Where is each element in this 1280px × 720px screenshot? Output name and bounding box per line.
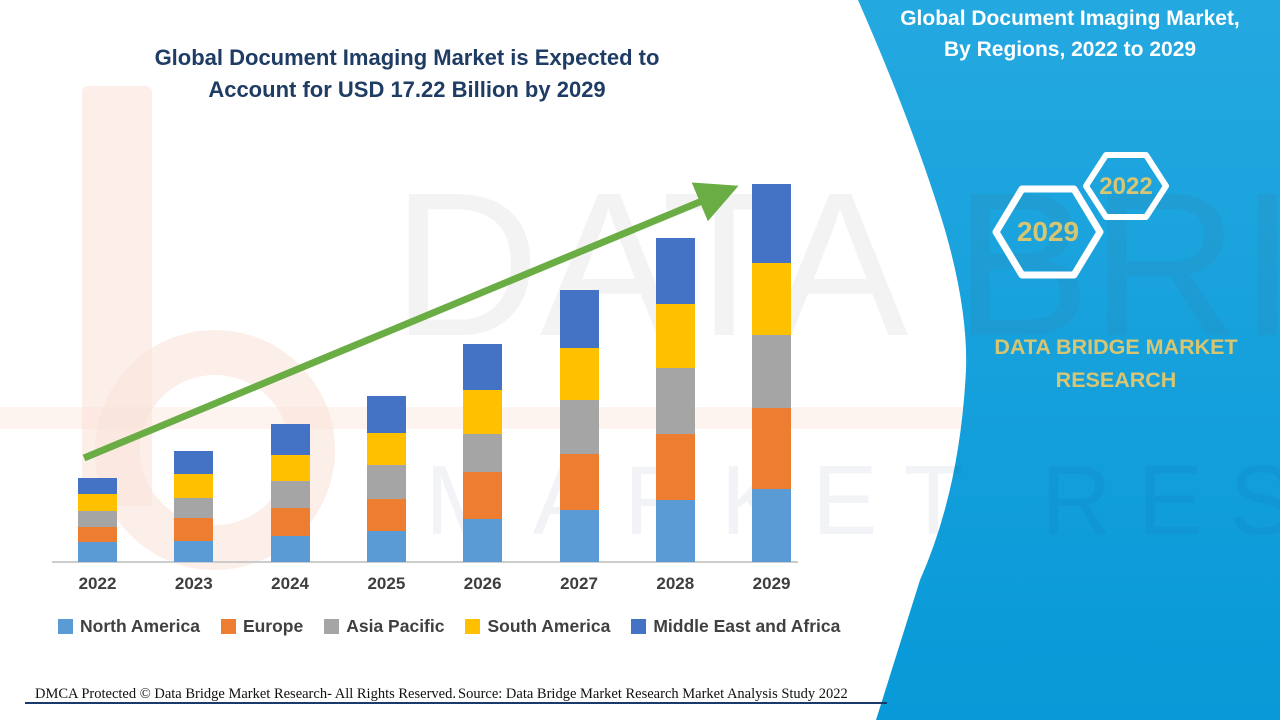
bar-segment-2023-asia-pacific	[174, 498, 214, 518]
bar-2023	[174, 451, 214, 562]
legend-marker	[324, 619, 340, 634]
chart-title-line1: Global Document Imaging Market is Expect…	[154, 45, 660, 70]
x-axis-label-2027: 2027	[560, 574, 598, 593]
hexagon-badges: 2022 2029	[992, 152, 1169, 279]
bar-2026	[463, 344, 503, 562]
chart-title-line2: Account for USD 17.22 Billion by 2029	[208, 77, 606, 102]
bar-segment-2023-europe	[174, 518, 214, 541]
bar-segment-2024-europe	[270, 508, 310, 536]
bar-segment-2023-north-america	[174, 541, 214, 562]
bar-segment-2024-middle-east-and-africa	[270, 424, 310, 455]
bar-segment-2029-europe	[752, 408, 792, 489]
x-axis-label-2025: 2025	[367, 574, 406, 593]
brand-name: DATA BRIDGE MARKET RESEARCH	[994, 335, 1238, 392]
bar-segment-2022-middle-east-and-africa	[78, 478, 117, 494]
legend-marker	[58, 619, 73, 634]
x-axis-label-2026: 2026	[463, 574, 502, 593]
x-axis-label-2022: 2022	[78, 574, 117, 593]
hexagon-2029-outline	[992, 185, 1104, 279]
legend-label: South America	[487, 616, 611, 636]
bar-segment-2025-asia-pacific	[366, 465, 406, 499]
bar-segment-2023-middle-east-and-africa	[174, 451, 214, 474]
legend: North America Europe Asia Pacific South Ame…	[58, 616, 840, 637]
bar-segment-2027-south-america	[559, 348, 599, 400]
bar-segment-2026-europe	[463, 472, 503, 519]
bar-segment-2026-middle-east-and-africa	[463, 344, 503, 390]
legend-item-europe: Europe	[220, 616, 304, 637]
bar-segment-2028-middle-east-and-africa	[655, 238, 695, 304]
legend-marker	[220, 619, 236, 634]
bar-segment-2026-asia-pacific	[463, 434, 503, 472]
legend-label: North America	[80, 616, 200, 636]
bar-2027	[559, 290, 599, 562]
side-panel-title-line1: Global Document Imaging Market,	[900, 7, 1240, 30]
bar-segment-2027-asia-pacific	[559, 400, 599, 454]
bar-segment-2026-north-america	[463, 519, 503, 562]
bar-segment-2027-middle-east-and-africa	[559, 290, 599, 348]
bar-segment-2029-asia-pacific	[752, 335, 792, 408]
legend-label: Europe	[242, 616, 304, 636]
bar-segment-2027-europe	[559, 454, 599, 510]
bar-segment-2022-north-america	[78, 542, 117, 562]
bar-2025	[366, 396, 406, 562]
bar-segment-2028-north-america	[655, 500, 695, 562]
legend-marker	[631, 619, 647, 634]
bar-segment-2025-north-america	[366, 531, 406, 562]
hexagon-2022-label: 2022	[1099, 173, 1152, 200]
source-note: Source: Data Bridge Market Research Mark…	[458, 686, 848, 702]
footer-divider	[25, 702, 887, 704]
bar-2029	[752, 184, 792, 562]
side-panel-title-line2: By Regions, 2022 to 2029	[943, 38, 1197, 61]
bar-segment-2022-europe	[78, 527, 117, 542]
bar-segment-2028-asia-pacific	[655, 368, 695, 434]
bar-segment-2025-south-america	[366, 433, 406, 465]
x-axis-label-2023: 2023	[174, 574, 213, 593]
dmca-notice: DMCA Protected © Data Bridge Market Rese…	[35, 686, 456, 702]
hexagon-2022-outline	[1083, 152, 1169, 220]
legend-marker	[465, 619, 481, 634]
x-axis-line	[52, 561, 798, 563]
hexagon-2029-label: 2029	[1017, 216, 1079, 247]
bar-segment-2026-south-america	[463, 390, 503, 434]
bar-2024	[270, 424, 310, 562]
chart-title: Global Document Imaging Market is Expect…	[57, 42, 757, 106]
bar-segment-2029-south-america	[752, 263, 792, 335]
bar-segment-2022-asia-pacific	[78, 511, 117, 527]
bar-2022	[78, 478, 117, 562]
legend-item-north-america: North America	[58, 616, 200, 637]
bar-segment-2025-middle-east-and-africa	[366, 396, 406, 433]
x-axis-label-2028: 2028	[656, 574, 695, 593]
bar-segment-2029-middle-east-and-africa	[752, 184, 792, 263]
x-axis-label-2024: 2024	[271, 574, 309, 593]
bar-segment-2028-europe	[655, 434, 695, 500]
bar-segment-2024-south-america	[270, 455, 310, 481]
bar-segment-2025-europe	[366, 499, 406, 531]
bar-segment-2023-south-america	[174, 474, 214, 498]
bar-segment-2024-asia-pacific	[270, 481, 310, 508]
legend-item-middle-east-and-africa: Middle East and Africa	[631, 616, 840, 637]
swoosh-shape	[858, 0, 1280, 720]
legend-item-south-america: South America	[465, 616, 610, 637]
x-axis-label-2029: 2029	[752, 574, 791, 593]
legend-item-asia-pacific: Asia Pacific	[324, 616, 444, 637]
bar-segment-2022-south-america	[78, 494, 117, 511]
legend-label: Middle East and Africa	[653, 616, 841, 636]
bar-segment-2029-north-america	[752, 489, 792, 562]
bar-segment-2024-north-america	[270, 536, 310, 562]
bar-segment-2028-south-america	[655, 304, 695, 368]
bar-segment-2027-north-america	[559, 510, 599, 562]
side-panel-title: Global Document Imaging Market, By Regio…	[868, 3, 1272, 65]
bar-2028	[655, 238, 695, 562]
legend-label: Asia Pacific	[346, 616, 445, 636]
